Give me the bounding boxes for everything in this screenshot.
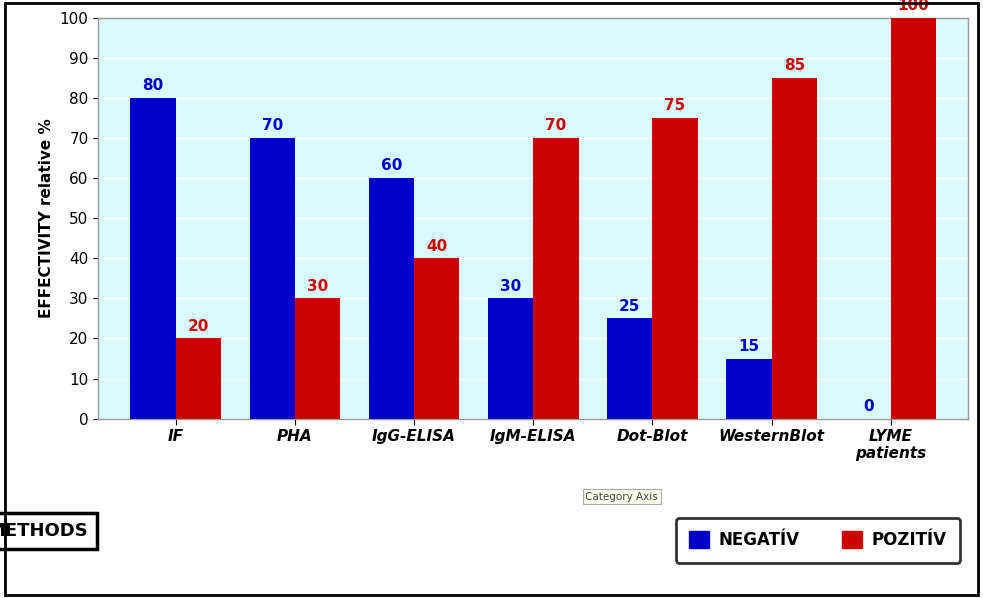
- Bar: [607, 318, 653, 419]
- Text: 30: 30: [307, 279, 328, 294]
- Bar: [653, 118, 698, 419]
- Text: 40: 40: [426, 239, 447, 254]
- Text: 75: 75: [665, 98, 686, 113]
- Bar: [772, 78, 817, 419]
- Bar: [176, 338, 221, 419]
- Text: 0: 0: [863, 399, 874, 414]
- Text: 70: 70: [546, 118, 566, 133]
- Text: 30: 30: [500, 279, 521, 294]
- Text: 80: 80: [143, 78, 164, 93]
- Bar: [891, 18, 936, 419]
- Text: 20: 20: [188, 319, 209, 334]
- Bar: [131, 98, 176, 419]
- Bar: [488, 298, 533, 419]
- Bar: [533, 138, 579, 419]
- Bar: [726, 358, 772, 419]
- Bar: [250, 138, 295, 419]
- Text: 25: 25: [619, 298, 641, 313]
- Bar: [295, 298, 340, 419]
- Legend: NEGATÍV, POZITÍV: NEGATÍV, POZITÍV: [675, 518, 960, 563]
- Bar: [414, 258, 459, 419]
- Y-axis label: EFFECTIVITY relative %: EFFECTIVITY relative %: [39, 118, 54, 318]
- Text: 70: 70: [261, 118, 283, 133]
- Text: 60: 60: [380, 158, 402, 173]
- Text: METHODS: METHODS: [0, 522, 87, 540]
- Text: 85: 85: [783, 58, 805, 73]
- Text: 15: 15: [738, 338, 760, 353]
- Text: 100: 100: [897, 0, 929, 13]
- Text: Category Axis: Category Axis: [586, 492, 659, 502]
- Bar: [369, 178, 414, 419]
